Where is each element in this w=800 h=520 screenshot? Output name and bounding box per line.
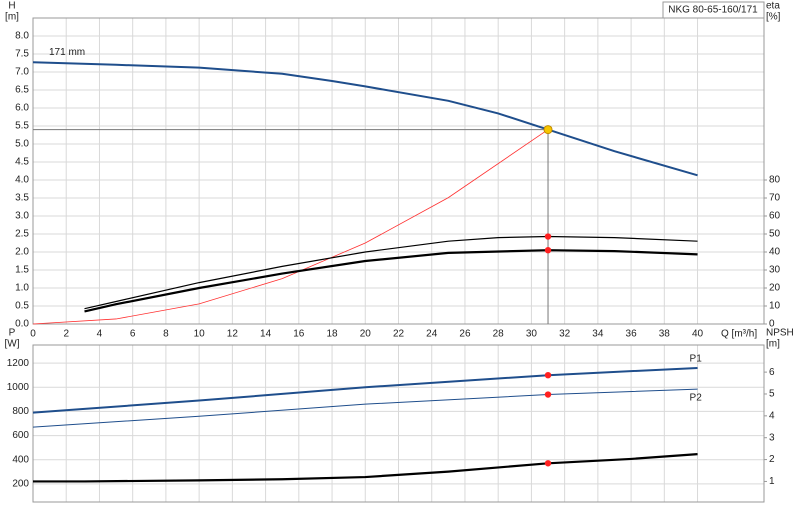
y-axis-unit: [W] — [5, 339, 20, 350]
x-tick-label: 6 — [130, 329, 136, 340]
y-tick-label: 1.0 — [15, 283, 29, 294]
x-tick-label: 36 — [626, 329, 638, 340]
x-tick-label: 40 — [692, 329, 704, 340]
y-tick-label: 6.5 — [15, 85, 29, 96]
plot-frame — [32, 344, 765, 503]
y-tick-label: 3.5 — [15, 193, 29, 204]
y2-tick-label: 1 — [769, 476, 775, 487]
x-tick-label: 30 — [526, 329, 538, 340]
y2-axis-unit: [m] — [766, 339, 780, 350]
y-axis-unit: [m] — [5, 12, 19, 23]
x-tick-label: 14 — [260, 329, 272, 340]
y2-tick-label: 80 — [769, 175, 781, 186]
x-tick-label: 38 — [659, 329, 671, 340]
y-tick-label: 6.0 — [15, 103, 29, 114]
curve-marker — [544, 247, 552, 254]
y2-tick-label: 40 — [769, 247, 781, 258]
x-axis-label: Q [m³/h] — [721, 329, 757, 340]
x-tick-label: 10 — [194, 329, 206, 340]
y2-tick-label: 0 — [769, 319, 775, 330]
y-tick-label: 400 — [12, 454, 29, 465]
x-tick-label: 32 — [559, 329, 571, 340]
y2-tick-label: 4 — [769, 410, 775, 421]
curve — [32, 61, 698, 177]
x-tick-label: 0 — [30, 329, 36, 340]
curve-marker — [544, 233, 552, 240]
x-tick-label: 12 — [227, 329, 239, 340]
curve — [84, 249, 698, 313]
y2-tick-label: 60 — [769, 211, 781, 222]
y-tick-label: 600 — [12, 430, 29, 441]
x-tick-label: 26 — [459, 329, 471, 340]
y-tick-label: 1200 — [7, 358, 30, 369]
y-axis-label: P — [9, 328, 16, 339]
plot-frame — [32, 17, 765, 325]
y2-axis-label: NPSH — [766, 328, 794, 339]
x-tick-label: 24 — [426, 329, 438, 340]
y2-tick-label: 50 — [769, 229, 781, 240]
y2-tick-label: 30 — [769, 265, 781, 276]
x-tick-label: 2 — [63, 329, 69, 340]
chart-title: NKG 80-65-160/171 — [668, 5, 758, 16]
curve — [32, 388, 698, 428]
y-tick-label: 1000 — [7, 382, 30, 393]
y-tick-label: 5.0 — [15, 139, 29, 150]
x-tick-label: 8 — [163, 329, 169, 340]
y-tick-label: 800 — [12, 406, 29, 417]
curve — [84, 235, 698, 310]
x-tick-label: 34 — [592, 329, 604, 340]
y2-tick-label: 3 — [769, 432, 775, 443]
y2-tick-label: 70 — [769, 193, 781, 204]
y-tick-label: 7.0 — [15, 67, 29, 78]
curve-label: P2 — [690, 393, 703, 404]
curve — [32, 129, 549, 325]
y-tick-label: 0.5 — [15, 301, 29, 312]
curve-label: 171 mm — [49, 47, 85, 58]
x-tick-label: 28 — [493, 329, 505, 340]
curve — [32, 366, 698, 414]
y-tick-label: 2.5 — [15, 229, 29, 240]
curve — [33, 453, 698, 483]
y2-axis-label: eta — [766, 1, 780, 12]
curve-label: P1 — [690, 354, 703, 365]
y-tick-label: 4.0 — [15, 175, 29, 186]
operating-point — [543, 125, 553, 135]
curve-marker — [544, 460, 552, 467]
curve-marker — [544, 391, 552, 398]
y-tick-label: 7.5 — [15, 49, 29, 60]
x-tick-label: 18 — [326, 329, 338, 340]
x-tick-label: 20 — [360, 329, 372, 340]
y2-tick-label: 20 — [769, 283, 781, 294]
y-tick-label: 0.0 — [15, 319, 29, 330]
y-axis-label: H — [8, 1, 15, 12]
y-tick-label: 3.0 — [15, 211, 29, 222]
y2-axis-unit: [%] — [766, 12, 781, 23]
y-tick-label: 200 — [12, 479, 29, 490]
y2-tick-label: 5 — [769, 389, 775, 400]
curve-marker — [544, 371, 552, 379]
y2-tick-label: 10 — [769, 301, 781, 312]
y-tick-label: 5.5 — [15, 121, 29, 132]
x-tick-label: 16 — [293, 329, 305, 340]
y-tick-label: 4.5 — [15, 157, 29, 168]
y-tick-label: 1.5 — [15, 265, 29, 276]
title-box — [662, 1, 765, 19]
x-tick-label: 4 — [97, 329, 103, 340]
y-tick-label: 8.0 — [15, 31, 29, 42]
x-tick-label: 22 — [393, 329, 405, 340]
y2-tick-label: 6 — [769, 367, 775, 378]
y2-tick-label: 2 — [769, 454, 775, 465]
y-tick-label: 2.0 — [15, 247, 29, 258]
